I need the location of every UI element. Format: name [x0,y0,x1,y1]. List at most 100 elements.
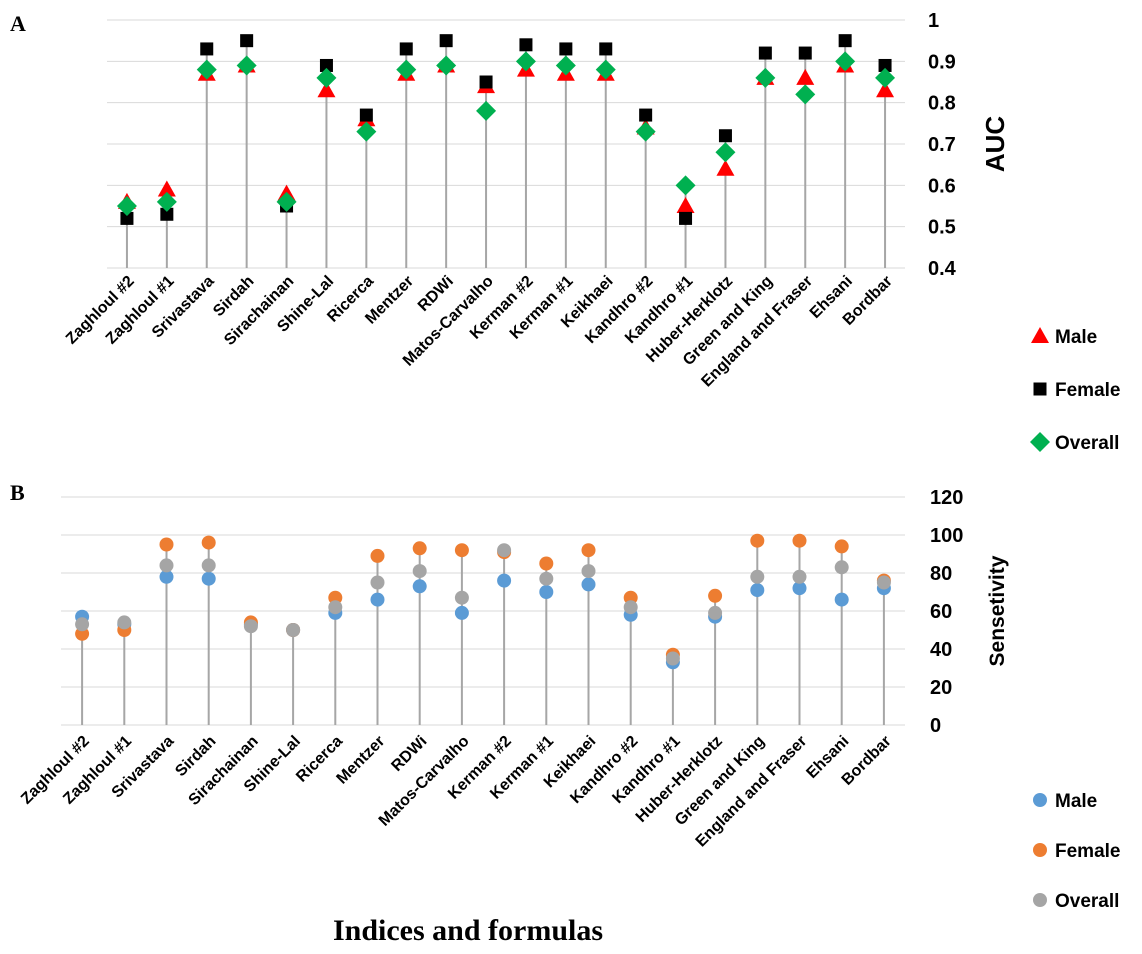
female-point [792,533,807,548]
overall-point [539,571,554,586]
female-point [120,211,134,225]
legend-female-marker [1033,843,1047,857]
female-point [559,42,573,56]
overall-point [196,59,217,80]
overall-point [75,617,90,632]
male-point [317,81,336,98]
y-tick-label: 0.5 [928,217,956,239]
overall-point [795,84,816,105]
overall-point [623,600,638,615]
female-point [878,58,892,72]
male-point [370,592,385,607]
overall-point [356,121,377,142]
legend-female-label: Female [1055,841,1120,862]
overall-point [412,564,427,579]
legend-overall-label: Overall [1055,891,1119,912]
female-point [240,34,254,48]
y-tick-label: 100 [930,525,963,547]
male-point [581,577,596,592]
y-tick-label: 60 [930,601,952,623]
overall-point [876,575,891,590]
y-tick-label: 120 [930,487,963,509]
female-point [599,42,613,56]
female-point [439,34,453,48]
overall-point [328,600,343,615]
legend-overall-marker [1033,893,1047,907]
overall-point [715,142,736,163]
legend-male-label: Male [1055,791,1097,812]
female-point [160,207,174,221]
y-tick-label: 1 [928,10,939,32]
y-tick-label: 0.8 [928,93,956,115]
female-point [454,543,469,558]
overall-point [708,605,723,620]
female-point [539,556,554,571]
y-axis-title: AUC [980,116,1010,173]
male-point [716,159,735,176]
overall-point [286,623,301,637]
y-tick-label: 80 [930,563,952,585]
female-point [798,46,812,60]
female-point [718,129,732,143]
male-point [676,197,695,213]
overall-point [595,59,616,80]
overall-point [835,51,856,72]
overall-point [875,67,896,88]
overall-point [834,560,849,575]
male-point [157,180,176,197]
overall-point [370,575,385,590]
female-point [159,537,174,552]
female-point [359,108,373,122]
legend-male-marker [1033,793,1047,807]
y-tick-label: 20 [930,677,952,699]
overall-point [792,569,807,584]
legend-male-label: Male [1055,327,1097,348]
overall-point [454,590,469,605]
legend-overall-marker [1030,432,1050,452]
y-tick-label: 0.4 [928,258,957,280]
y-tick-label: 0.6 [928,175,956,197]
overall-point [201,558,216,573]
female-point [200,42,214,56]
overall-point [497,543,512,558]
overall-point [476,100,497,121]
overall-point [675,175,696,196]
overall-point [750,569,765,584]
female-point [412,541,427,556]
female-point [834,539,849,554]
female-point [639,108,653,122]
overall-point [635,121,656,142]
male-point [159,569,174,584]
y-tick-label: 0 [930,715,941,737]
male-point [201,571,216,586]
overall-point [436,55,457,76]
female-point [838,34,852,48]
y-tick-label: 0.7 [928,134,956,156]
female-point [708,588,723,603]
overall-point [755,67,776,88]
overall-point [581,564,596,579]
overall-point [555,55,576,76]
male-point [539,585,554,599]
overall-point [515,51,536,72]
overall-point [156,191,177,212]
male-point [834,592,849,607]
female-point [581,543,596,558]
y-tick-label: 0.9 [928,51,956,73]
male-point [792,581,807,596]
female-point [201,535,216,550]
female-point [479,75,493,89]
legend-overall-label: Overall [1055,433,1119,454]
legend-male-marker [1031,327,1049,343]
female-point [519,38,533,52]
y-axis-title: Sensetivity [986,555,1009,666]
overall-point [243,619,258,634]
panel-b-letter: B [10,480,25,505]
category-label: Zaghloul #2 [63,273,138,348]
overall-point [159,558,174,573]
female-point [370,548,385,563]
male-point [412,579,427,594]
